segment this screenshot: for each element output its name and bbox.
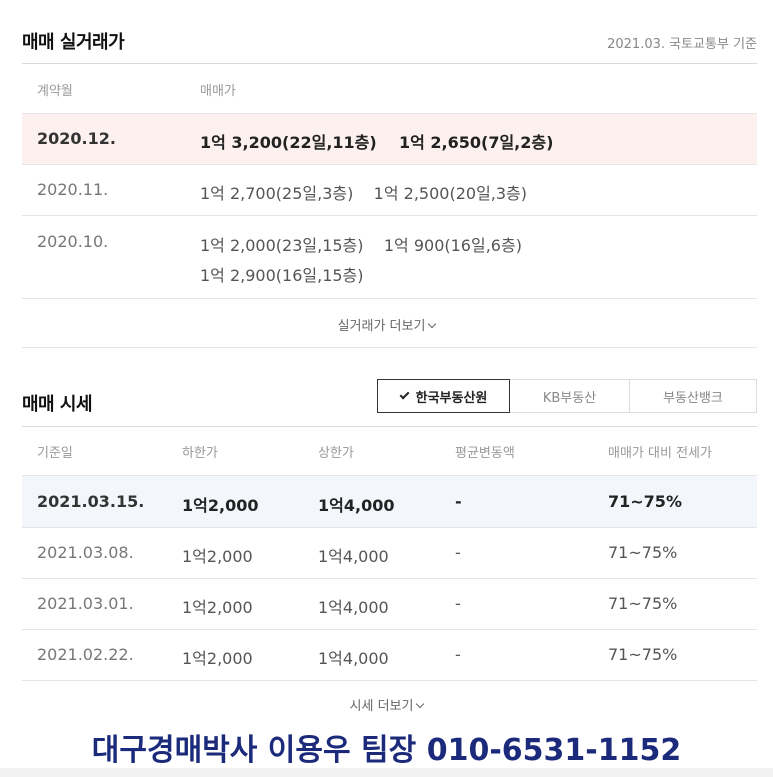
divider xyxy=(22,215,757,216)
tab-kreb[interactable]: 한국부동산원 xyxy=(377,379,510,413)
market-price-title: 매매 시세 xyxy=(22,394,93,415)
header-ratio: 매매가 대비 전세가 xyxy=(608,446,712,461)
trade-month: 2020.12. xyxy=(37,129,116,148)
price-high: 1억4,000 xyxy=(318,598,389,617)
market-more-button[interactable]: 시세 더보기 xyxy=(0,695,773,714)
tab-label: KB부동산 xyxy=(542,390,597,406)
price-avg-change: - xyxy=(455,492,462,511)
trade-row-highlighted: 2020.12. 1억 3,200(22일,11층) 1억 2,650(7일,2… xyxy=(22,114,757,164)
divider xyxy=(22,475,757,476)
divider xyxy=(22,527,757,528)
chevron-down-icon xyxy=(428,319,437,329)
price-date: 2021.03.01. xyxy=(37,594,134,613)
trade-month: 2020.10. xyxy=(37,232,109,251)
watermark-overlay: 대구경매박사 이용우 팀장 010-6531-1152 xyxy=(91,733,682,768)
price-avg-change: - xyxy=(455,645,461,664)
price-high: 1억4,000 xyxy=(318,547,389,566)
trade-prices: 1억 2,000(23일,15층) 1억 900(16일,6층) xyxy=(200,236,522,255)
price-date: 2021.03.15. xyxy=(37,492,145,511)
divider xyxy=(22,164,757,165)
divider xyxy=(22,629,757,630)
trade-prices-extra: 1억 2,900(16일,15층) xyxy=(200,266,364,285)
divider xyxy=(22,578,757,579)
divider xyxy=(22,426,757,427)
price-row: 2021.02.22. 1억2,000 1억4,000 - 71~75% xyxy=(22,630,757,680)
divider xyxy=(22,63,757,64)
price-low: 1억2,000 xyxy=(182,598,253,617)
header-month: 계약월 xyxy=(37,84,73,99)
divider xyxy=(22,298,757,299)
price-low: 1억2,000 xyxy=(182,649,253,668)
price-ratio: 71~75% xyxy=(608,492,682,511)
source-note: 2021.03. 국토교통부 기준 xyxy=(607,37,757,52)
price-date: 2021.03.08. xyxy=(37,543,134,562)
price-ratio: 71~75% xyxy=(608,594,678,613)
more-label: 시세 더보기 xyxy=(349,699,414,714)
price-avg-change: - xyxy=(455,543,461,562)
check-icon xyxy=(399,389,410,399)
trade-prices: 1억 3,200(22일,11층) 1억 2,650(7일,2층) xyxy=(200,133,554,152)
actual-trade-title: 매매 실거래가 xyxy=(22,32,125,53)
price-row: 2021.03.01. 1억2,000 1억4,000 - 71~75% xyxy=(22,579,757,629)
tab-bank[interactable]: 부동산뱅크 xyxy=(630,379,757,413)
header-date: 기준일 xyxy=(37,446,73,461)
price-low: 1억2,000 xyxy=(182,496,259,515)
price-ratio: 71~75% xyxy=(608,645,678,664)
trade-row: 2020.10. 1억 2,000(23일,15층) 1억 900(16일,6층… xyxy=(22,216,757,298)
price-high: 1억4,000 xyxy=(318,496,395,515)
bottom-bar xyxy=(0,768,773,777)
header-low: 하한가 xyxy=(182,446,218,461)
tab-label: 부동산뱅크 xyxy=(663,390,723,406)
more-label: 실거래가 더보기 xyxy=(337,319,426,334)
divider xyxy=(22,113,757,114)
price-low: 1억2,000 xyxy=(182,547,253,566)
chevron-down-icon xyxy=(416,699,425,709)
tab-label: 한국부동산원 xyxy=(415,390,488,406)
price-high: 1억4,000 xyxy=(318,649,389,668)
divider xyxy=(22,347,757,348)
trade-month: 2020.11. xyxy=(37,180,109,199)
price-row: 2021.03.08. 1억2,000 1억4,000 - 71~75% xyxy=(22,528,757,578)
price-avg-change: - xyxy=(455,594,461,613)
price-ratio: 71~75% xyxy=(608,543,678,562)
header-price: 매매가 xyxy=(200,84,236,99)
divider xyxy=(22,680,757,681)
source-tabs: 한국부동산원 KB부동산 부동산뱅크 xyxy=(377,379,757,413)
tab-kb[interactable]: KB부동산 xyxy=(510,379,630,413)
header-avg-change: 평균변동액 xyxy=(455,446,515,461)
price-date: 2021.02.22. xyxy=(37,645,134,664)
header-high: 상한가 xyxy=(318,446,354,461)
price-row-highlighted: 2021.03.15. 1억2,000 1억4,000 - 71~75% xyxy=(22,476,757,527)
trade-row: 2020.11. 1억 2,700(25일,3층) 1억 2,500(20일,3… xyxy=(22,165,757,215)
trade-more-button[interactable]: 실거래가 더보기 xyxy=(0,315,773,334)
trade-prices: 1억 2,700(25일,3층) 1억 2,500(20일,3층) xyxy=(200,184,528,203)
